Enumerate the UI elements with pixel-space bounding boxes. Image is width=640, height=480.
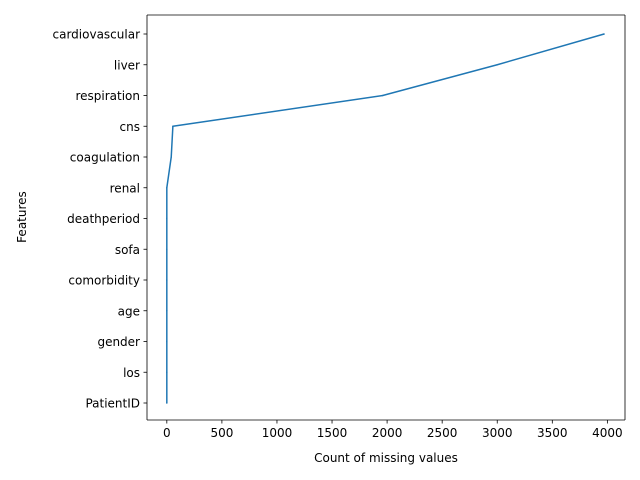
y-axis-ticks: PatientID los gender age comorbidity sofa deat… [53,28,147,411]
data-point-comorbidity [166,279,168,281]
x-axis-ticks: 0 500 1000 1500 2000 2500 3000 3500 4000 [163,420,623,440]
x-tick-label: 4000 [592,426,623,440]
y-tick-label: PatientID [85,397,140,411]
x-axis-label: Count of missing values [314,451,458,465]
x-tick-label: 1000 [262,426,293,440]
data-points [166,33,605,404]
data-point-PatientID [166,402,168,404]
y-tick-label: renal [110,181,140,195]
y-tick-label: coagulation [70,151,140,165]
y-tick-label: gender [97,335,140,349]
data-point-los [166,371,168,373]
data-point-coagulation [170,156,172,158]
y-tick-label: age [118,304,140,318]
x-tick-label: 0 [163,426,171,440]
y-tick-label: cardiovascular [53,28,141,42]
y-tick-label: sofa [115,243,140,257]
y-tick-label: deathperiod [67,212,140,226]
data-point-gender [166,340,168,343]
x-tick-label: 3000 [482,426,513,440]
data-point-liver [496,64,498,66]
x-tick-label: 2500 [427,426,458,440]
y-tick-label: los [123,366,140,380]
y-tick-label: comorbidity [68,274,140,288]
y-axis-label: Features [15,191,29,243]
x-tick-label: 1500 [317,426,348,440]
y-tick-label: liver [114,58,140,72]
data-point-renal [166,187,168,189]
data-point-cardiovascular [603,33,605,35]
x-tick-label: 500 [210,426,233,440]
data-point-deathperiod [166,217,168,220]
y-tick-label: cns [120,120,140,134]
data-point-cns [172,125,174,127]
plot-area [147,15,625,420]
data-point-respiration [381,94,384,97]
x-tick-label: 3500 [537,426,568,440]
y-tick-label: respiration [75,89,140,103]
data-point-sofa [166,248,168,250]
data-point-age [166,310,168,312]
x-tick-label: 2000 [372,426,403,440]
